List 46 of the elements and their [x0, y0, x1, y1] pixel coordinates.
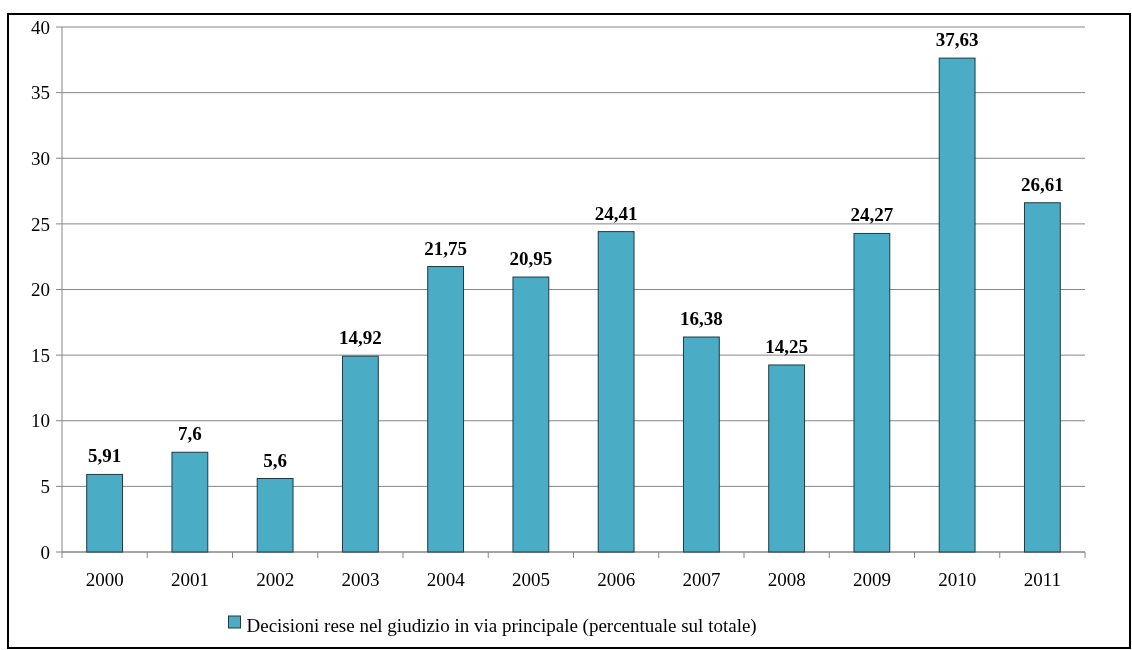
x-tick-label: 2002 [256, 569, 295, 590]
bar [597, 231, 635, 553]
data-label: 5,6 [263, 449, 287, 471]
bar [768, 364, 806, 553]
y-tick-label: 25 [31, 213, 50, 235]
x-tick-label: 2010 [938, 569, 977, 590]
data-label: 24,27 [850, 204, 894, 226]
bar [86, 473, 124, 553]
x-tick-label: 2007 [682, 569, 721, 590]
y-tick-label: 0 [40, 541, 50, 563]
data-label: 37,63 [935, 29, 979, 51]
bar [853, 232, 891, 553]
x-tick-label: 2004 [426, 569, 466, 590]
data-label: 21,75 [424, 237, 467, 259]
data-label: 24,41 [594, 202, 638, 224]
bar [512, 276, 550, 553]
data-label: 5,91 [88, 445, 122, 467]
bar [1023, 202, 1061, 553]
y-tick-label: 35 [31, 82, 50, 104]
bar [341, 355, 379, 553]
data-label: 20,95 [509, 248, 553, 270]
y-tick-label: 15 [31, 344, 50, 366]
y-tick-label: 10 [31, 410, 50, 432]
x-tick-label: 2006 [597, 569, 636, 590]
x-tick-label: 2003 [341, 569, 380, 590]
data-label: 26,61 [1021, 173, 1064, 195]
y-tick-label: 5 [40, 476, 50, 498]
bar [682, 336, 720, 553]
x-tick-label: 2001 [170, 569, 209, 590]
data-label: 7,6 [178, 423, 202, 445]
legend-label: Decisioni rese nel giudizio in via principale (percentuale sul totale) [246, 614, 757, 637]
bar [171, 451, 209, 553]
data-label: 14,92 [339, 327, 382, 349]
x-tick-label: 2009 [852, 569, 891, 590]
bar [427, 266, 465, 553]
y-tick-label: 40 [31, 16, 50, 38]
x-tick-label: 2005 [511, 569, 550, 590]
bar [256, 478, 294, 553]
data-label: 16,38 [680, 308, 723, 330]
x-tick-label: 2008 [767, 569, 806, 590]
bar [938, 57, 976, 553]
x-tick-label: 2011 [1023, 569, 1062, 590]
data-label: 14,25 [765, 335, 808, 357]
y-tick-label: 30 [31, 147, 50, 169]
y-tick-label: 20 [31, 279, 50, 301]
x-tick-label: 2000 [85, 569, 124, 590]
